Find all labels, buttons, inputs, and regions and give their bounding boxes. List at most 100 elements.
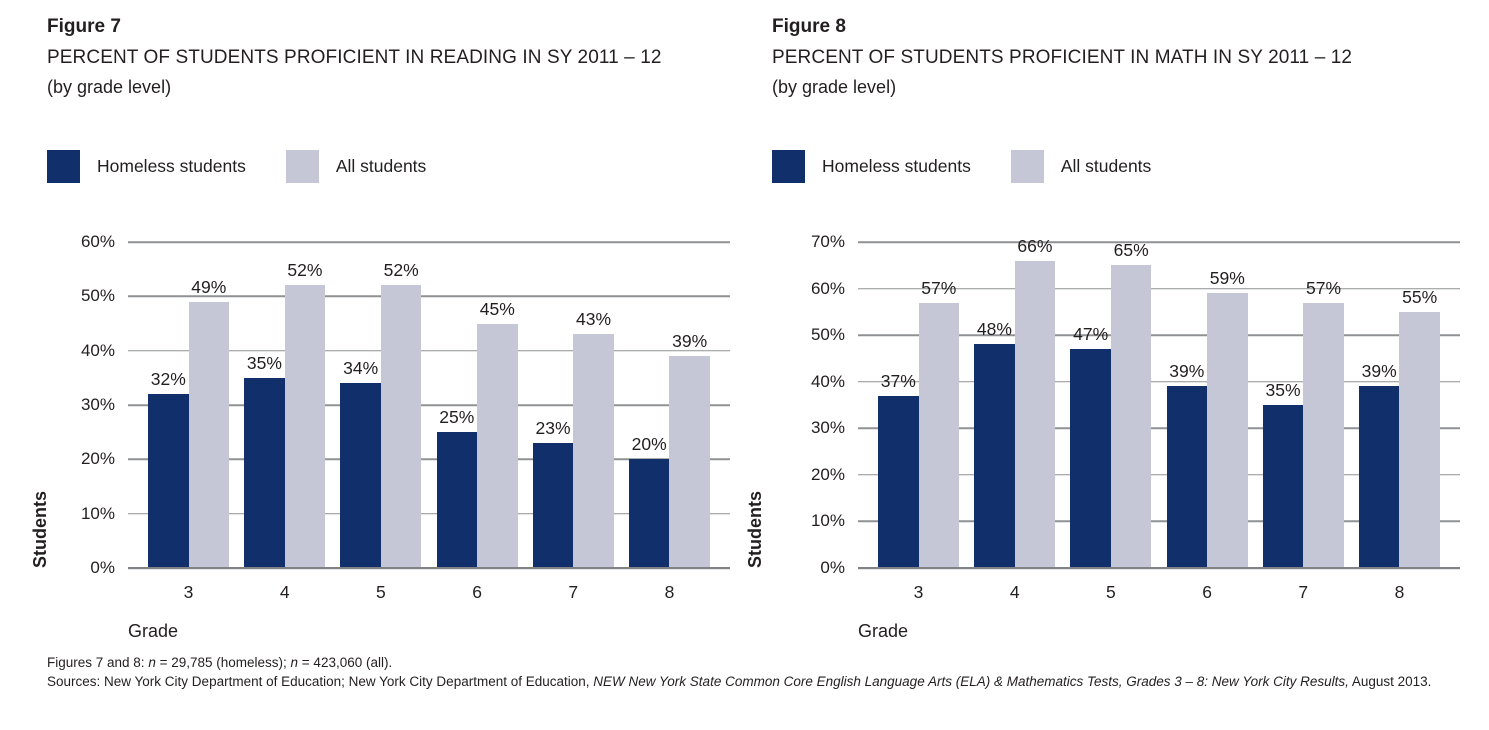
gridline [128, 404, 730, 406]
footnote-line-1: Figures 7 and 8: n = 29,785 (homeless); … [47, 654, 1479, 673]
gridline [858, 241, 1460, 243]
bar-homeless-grade-5 [340, 383, 381, 568]
y-axis: 70% 60% 50% 40% 30% 20% 10% 0% [772, 232, 845, 577]
bar-value-label: 39% [1169, 361, 1205, 382]
bar-all-grade-3 [188, 301, 229, 568]
y-axis-tick-label: 20% [810, 464, 845, 484]
bar-value-label: 52% [287, 260, 323, 281]
x-axis-tick-label: 3 [183, 582, 194, 602]
footnote: Figures 7 and 8: n = 29,785 (homeless); … [47, 654, 1479, 691]
bar-value-label: 35% [1265, 380, 1301, 400]
bar-all-grade-6 [1207, 293, 1248, 568]
bar-column: 45% [477, 242, 518, 568]
bar-all-grade-4 [1014, 260, 1056, 568]
bar-group-grade-4: 48% 66% 4 [974, 236, 1056, 602]
legend-swatch-homeless [47, 150, 80, 183]
figure8-panel: Figure 8 PERCENT OF STUDENTS PROFICIENT … [745, 14, 1484, 714]
footnote-source-title-italic: NEW New York State Common Core English L… [593, 673, 1349, 689]
bar-group-grade-6: 39% 59% 6 [1166, 242, 1248, 602]
bar-value-label: 57% [921, 277, 957, 298]
bar-column: 23% [532, 242, 574, 568]
gridline [128, 458, 730, 461]
gridline [128, 241, 730, 243]
bar-column: 57% [918, 242, 959, 568]
y-axis-tick-label: 70% [810, 232, 845, 251]
x-axis-tick-label: 5 [1106, 582, 1116, 602]
x-axis-tick-label: 8 [664, 582, 675, 602]
bar-homeless-grade-6 [436, 432, 478, 568]
plot-area: 32% 49% 3 35% 52% 4 34% 52% 5 25% 45% 6 23% 43% 7 20% 39… [128, 241, 730, 602]
legend: Homeless students All students [772, 150, 1151, 183]
bar-group-grade-5: 34% 52% 5 [340, 242, 422, 602]
y-axis-tick-label: 10% [80, 503, 115, 523]
plot-area: 37% 57% 3 48% 66% 4 47% 65% 5 39% 59% 6 35% 57% 7 39% 55… [858, 236, 1460, 602]
bar-all-grade-7 [573, 334, 614, 568]
x-axis-tick-label: 4 [1009, 582, 1020, 602]
bar-group-grade-7: 35% 57% 7 [1262, 242, 1344, 602]
bar-homeless-grade-7 [532, 443, 574, 568]
bar-groups: 37% 57% 3 48% 66% 4 47% 65% 5 39% 59% 6 35% 57% 7 39% 55… [858, 236, 1460, 602]
bar-all-grade-7 [1303, 302, 1344, 568]
y-axis-tick-label: 60% [80, 232, 115, 251]
bar-column: 34% [340, 242, 381, 568]
bar-value-label: 59% [1209, 268, 1245, 289]
y-axis-tick-label: 40% [810, 371, 845, 391]
bar-group-grade-3: 32% 49% 3 [148, 242, 229, 602]
bar-column: 49% [188, 242, 229, 568]
legend-swatch-all [1010, 150, 1044, 183]
bar-all-grade-5 [1110, 265, 1152, 568]
y-axis-tick-label: 0% [90, 558, 115, 577]
bar-column: 59% [1207, 242, 1248, 568]
bar-column: 65% [1110, 240, 1152, 568]
bar-column: 32% [148, 242, 189, 568]
bar-value-label: 39% [1361, 361, 1397, 382]
x-axis-title: Grade [128, 621, 179, 641]
bar-value-label: 39% [672, 331, 708, 352]
footnote-text: = 29,785 (homeless); [155, 655, 291, 670]
bar-groups: 32% 49% 3 35% 52% 4 34% 52% 5 25% 45% 6 23% 43% 7 20% 39… [128, 242, 730, 602]
bar-group-grade-4: 35% 52% 4 [244, 242, 326, 602]
bar-all-grade-6 [477, 323, 518, 568]
bar-all-grade-8 [1399, 311, 1440, 568]
x-axis-tick-label: 7 [568, 582, 579, 602]
bar-all-grade-3 [918, 302, 959, 568]
gridline [858, 380, 1460, 383]
bar-homeless-grade-7 [1262, 405, 1304, 568]
y-axis-tick-label: 20% [80, 449, 115, 469]
bar-value-label: 49% [191, 276, 227, 297]
figure-label: Figure 7 [47, 16, 121, 37]
y-axis-tick-label: 60% [810, 278, 845, 298]
bar-value-label: 65% [1113, 240, 1149, 261]
bar-homeless-grade-8 [1358, 386, 1400, 568]
footnote-text: Figures 7 and 8: [47, 655, 149, 670]
y-axis-tick-label: 50% [80, 286, 115, 306]
bar-column: 52% [380, 242, 422, 568]
bar-value-label: 25% [439, 407, 475, 428]
y-axis: 60% 50% 40% 30% 20% 10% 0% [47, 232, 115, 577]
y-axis-title: Students [745, 490, 765, 568]
bar-all-grade-4 [284, 285, 326, 568]
legend-swatch-all [285, 150, 319, 183]
bar-all-grade-8 [669, 356, 710, 568]
footnote-text: August 2013. [1348, 673, 1432, 689]
bar-column: 39% [1358, 242, 1400, 568]
bar-value-label: 23% [535, 418, 571, 439]
bar-group-grade-5: 47% 65% 5 [1070, 240, 1152, 602]
bar-column: 52% [284, 242, 326, 568]
bar-group-grade-7: 23% 43% 7 [532, 242, 614, 602]
legend: Homeless students All students [47, 150, 426, 183]
y-axis-tick-label: 30% [80, 395, 115, 414]
bar-value-label: 35% [246, 352, 282, 373]
bar-column: 20% [628, 242, 670, 568]
bar-value-label: 57% [1305, 277, 1342, 298]
footnote-text: = 423,060 (all). [298, 655, 393, 670]
gridline [858, 474, 1460, 476]
legend-swatch-homeless [772, 150, 805, 183]
gridline [858, 287, 1460, 290]
bar-homeless-grade-5 [1070, 349, 1111, 568]
gridline [128, 349, 730, 352]
legend-label-all: All students [1060, 156, 1152, 176]
bar-column: 35% [1262, 242, 1304, 568]
y-axis-tick-label: 0% [820, 558, 845, 577]
bar-column: 48% [974, 242, 1015, 568]
